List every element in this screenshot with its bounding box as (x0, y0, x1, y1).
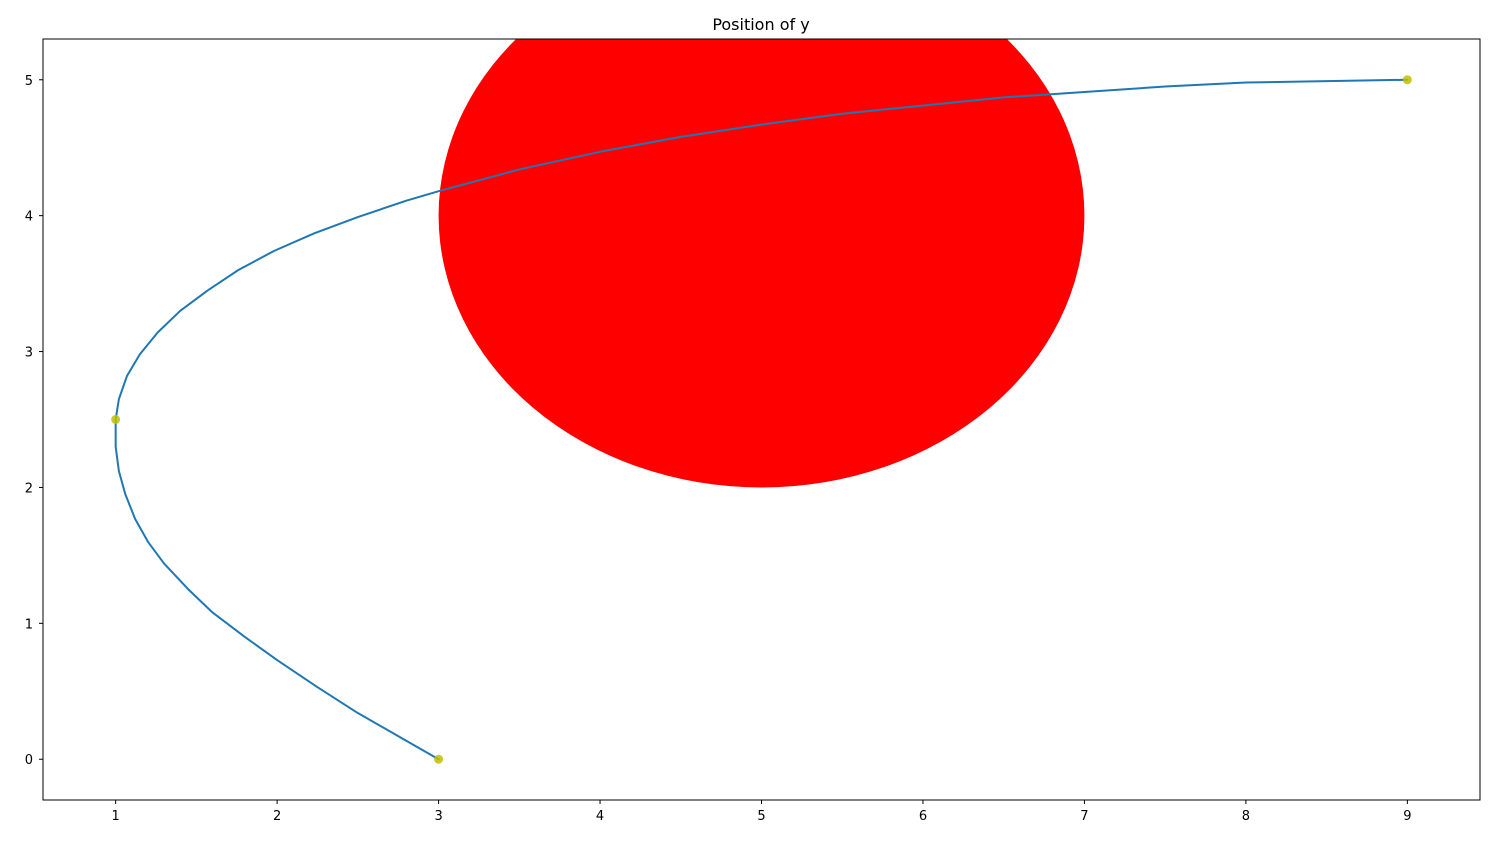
y-tick-label: 0 (25, 753, 33, 768)
x-tick-label: 6 (919, 809, 927, 824)
chart-title: Position of y (712, 15, 809, 34)
x-tick-label: 8 (1242, 809, 1250, 824)
y-tick-label: 3 (25, 346, 33, 361)
x-tick-label: 5 (757, 809, 765, 824)
waypoint-marker-2 (111, 415, 121, 424)
trajectory-line (114, 78, 1409, 761)
x-tick-label: 4 (596, 809, 604, 824)
y-tick-label: 5 (25, 74, 33, 89)
waypoint-marker-1 (434, 754, 444, 764)
x-tick-label: 1 (112, 809, 120, 824)
y-tick-label: 1 (25, 617, 33, 632)
y-tick-label: 4 (25, 210, 33, 225)
x-tick-label: 9 (1403, 809, 1411, 824)
x-tick-label: 7 (1080, 809, 1088, 824)
waypoint-marker-3 (1402, 75, 1412, 85)
x-tick-label: 2 (273, 809, 281, 824)
x-tick-label: 3 (434, 809, 442, 824)
y-tick-label: 2 (25, 481, 33, 496)
